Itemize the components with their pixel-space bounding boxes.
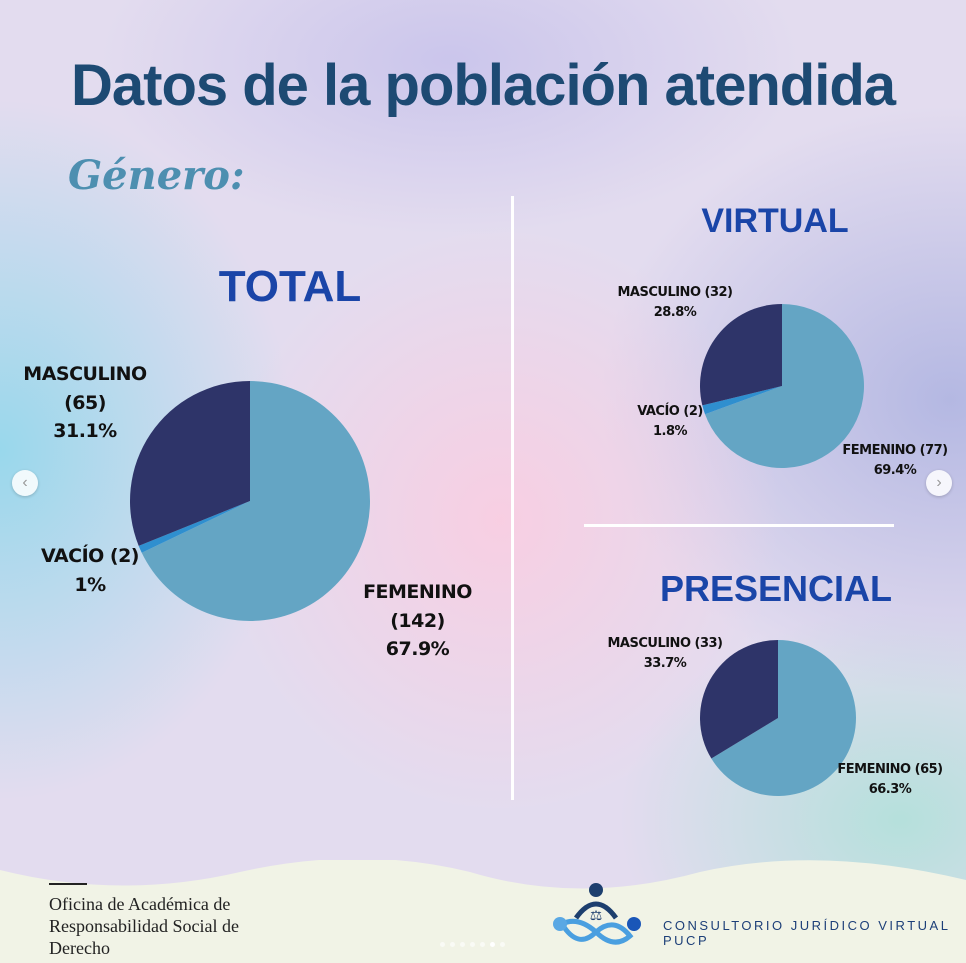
total-vacio-label: VACÍO (2) 1%: [30, 542, 150, 599]
virtual-vacio-label: VACÍO (2) 1.8%: [630, 402, 710, 441]
pie-slice-masculino: [700, 640, 778, 759]
consultorio-logo-icon: ⚖: [553, 883, 641, 945]
next-slide-button[interactable]: ›: [926, 470, 952, 496]
slice-percent: 28.8%: [653, 304, 697, 320]
carousel-dot[interactable]: [450, 942, 455, 947]
vertical-divider: [511, 196, 514, 800]
office-name: Oficina de Académica de Responsabilidad …: [49, 893, 239, 959]
slice-label: VACÍO (2): [41, 545, 140, 567]
presencial-femenino-label: FEMENINO (65) 66.3%: [835, 760, 945, 799]
slice-label: MASCULINO (33): [607, 636, 723, 651]
presencial-chart-title: PRESENCIAL: [660, 568, 893, 609]
office-line: Oficina de Académica de: [49, 894, 231, 914]
brand-name: CONSULTORIO JURÍDICO VIRTUAL PUCP: [663, 918, 950, 948]
previous-slide-button[interactable]: ‹: [12, 470, 38, 496]
presencial-masculino-label: MASCULINO (33) 33.7%: [605, 634, 725, 673]
carousel-dot[interactable]: [440, 942, 445, 947]
pie-slice-masculino: [700, 303, 782, 406]
pie-slice-femenino: [705, 304, 864, 468]
svg-text:⚖: ⚖: [590, 907, 603, 923]
pie-slice-femenino: [141, 381, 370, 621]
total-chart-title: TOTAL: [218, 262, 362, 311]
office-line: Responsabilidad Social de: [49, 916, 239, 936]
virtual-chart-title: VIRTUAL: [701, 202, 849, 240]
slice-percent: 69.4%: [873, 462, 917, 478]
slice-label: MASCULINO (65): [23, 363, 147, 414]
carousel-dot[interactable]: [470, 942, 475, 947]
slice-percent: 67.9%: [385, 638, 450, 660]
total-pie: [129, 381, 370, 621]
page-title: Datos de la población atendida: [70, 53, 896, 118]
pie-slice-masculino: [129, 381, 250, 546]
total-femenino-label: FEMENINO (142) 67.9%: [335, 578, 500, 664]
footer-wave: [0, 860, 966, 963]
slice-percent: 1%: [74, 573, 106, 596]
carousel-dot-active[interactable]: [490, 942, 495, 947]
section-subtitle: Género:: [68, 152, 245, 199]
pie-slice-femenino: [711, 640, 856, 796]
carousel-dot[interactable]: [460, 942, 465, 947]
carousel-dot[interactable]: [500, 942, 505, 947]
slice-label: VACÍO (2): [637, 404, 703, 419]
virtual-pie: [700, 303, 864, 468]
horizontal-divider: [584, 524, 894, 527]
slice-percent: 1.8%: [652, 423, 688, 439]
pie-slice-vacio: [138, 501, 250, 553]
slice-percent: 31.1%: [53, 420, 117, 442]
slice-label: FEMENINO (77): [842, 443, 948, 458]
slice-percent: 66.3%: [868, 781, 912, 797]
virtual-femenino-label: FEMENINO (77) 69.4%: [840, 441, 950, 480]
carousel-dot[interactable]: [480, 942, 485, 947]
virtual-masculino-label: MASCULINO (32) 28.8%: [610, 283, 740, 322]
presencial-pie: [700, 640, 856, 796]
total-masculino-label: MASCULINO (65) 31.1%: [5, 360, 165, 446]
office-divider: [49, 883, 87, 885]
slice-label: MASCULINO (32): [617, 285, 733, 300]
slice-label: FEMENINO (65): [837, 762, 943, 777]
office-line: Derecho: [49, 938, 110, 958]
slice-percent: 33.7%: [643, 655, 687, 671]
carousel-dots[interactable]: [440, 942, 505, 947]
slice-label: FEMENINO (142): [363, 581, 472, 632]
pie-slice-vacio: [702, 386, 782, 415]
